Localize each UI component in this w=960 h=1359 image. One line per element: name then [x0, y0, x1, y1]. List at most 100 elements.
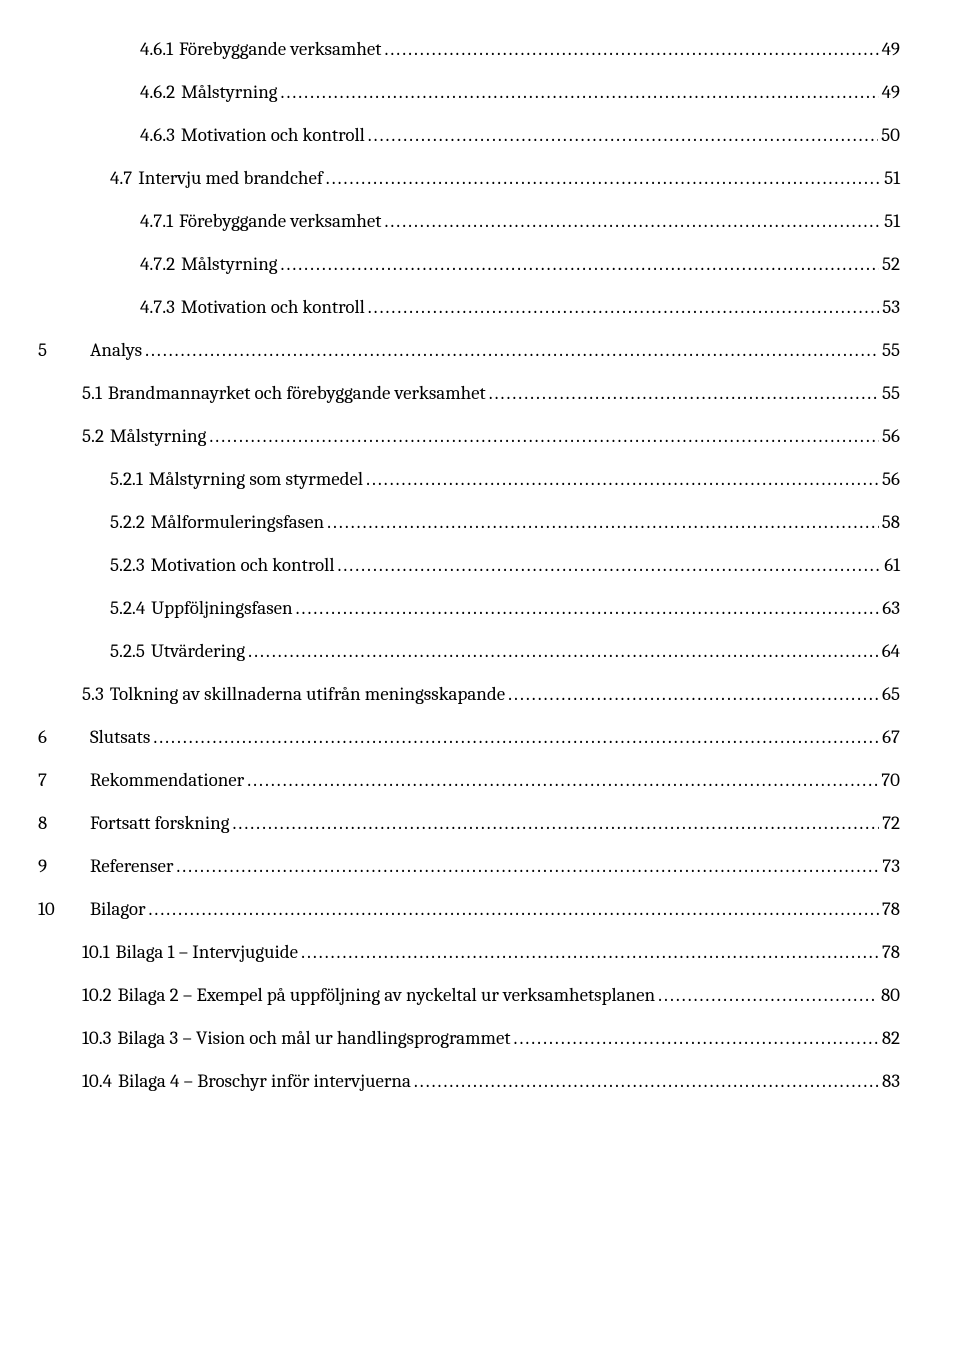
- toc-entry-page: 83: [882, 1072, 900, 1091]
- toc-entry-number: 5: [38, 341, 90, 360]
- toc-entry-page: 70: [881, 771, 900, 790]
- toc-entry-number: 6: [38, 728, 90, 747]
- toc-entry-page: 51: [884, 169, 900, 188]
- toc-leader-dots: [366, 470, 879, 489]
- toc-entry: 10.4Bilaga 4 – Broschyr inför intervjuer…: [30, 1072, 900, 1091]
- toc-entry: 5Analys 55: [30, 341, 900, 360]
- toc-entry-page: 53: [882, 298, 900, 317]
- toc-entry-label: Förebyggande verksamhet: [179, 40, 381, 59]
- toc-entry: 10.1Bilaga 1 – Intervjuguide 78: [30, 943, 900, 962]
- toc-leader-dots: [149, 900, 879, 919]
- toc-entry-number: 4.6.1: [140, 40, 179, 59]
- toc-entry-page: 61: [884, 556, 900, 575]
- toc-leader-dots: [176, 857, 879, 876]
- toc-leader-dots: [658, 986, 878, 1005]
- toc-entry-label: Målformuleringsfasen: [151, 513, 324, 532]
- toc-entry-label: Uppföljningsfasen: [151, 599, 292, 618]
- toc-entry-page: 52: [882, 255, 900, 274]
- toc-entry: 5.1Brandmannayrket och förebyggande verk…: [30, 384, 900, 403]
- toc-entry-number: 7: [38, 771, 90, 790]
- toc-entry: 8Fortsatt forskning72: [30, 814, 900, 833]
- toc-entry-number: 10.3: [82, 1029, 117, 1048]
- toc-entry-label: Bilaga 3 – Vision och mål ur handlingspr…: [117, 1029, 510, 1048]
- toc-entry-page: 65: [882, 685, 900, 704]
- toc-entry-number: 4.7.2: [140, 255, 181, 274]
- toc-entry-label: Brandmannayrket och förebyggande verksam…: [108, 384, 486, 403]
- toc-entry-label: Referenser: [90, 857, 173, 876]
- toc-entry: 4.7.1Förebyggande verksamhet51: [30, 212, 900, 231]
- toc-entry-page: 50: [881, 126, 900, 145]
- toc-entry-number: 5.2.2: [110, 513, 151, 532]
- toc-entry-page: 80: [881, 986, 900, 1005]
- toc-leader-dots: [327, 513, 879, 532]
- toc-leader-dots: [153, 728, 879, 747]
- toc-entry-page: 72: [882, 814, 900, 833]
- toc-leader-dots: [281, 83, 879, 102]
- toc-entry-number: 5.2.4: [110, 599, 151, 618]
- toc-entry-number: 8: [38, 814, 90, 833]
- toc-entry-number: 5.1: [82, 384, 108, 403]
- toc-entry-label: Analys: [90, 341, 142, 360]
- toc-entry-page: 49: [882, 40, 900, 59]
- toc-entry-label: Tolkning av skillnaderna utifrån menings…: [110, 685, 505, 704]
- toc-entry-label: Bilaga 2 – Exempel på uppföljning av nyc…: [118, 986, 656, 1005]
- toc-entry: 4.7.3Motivation och kontroll53: [30, 298, 900, 317]
- toc-entry-page: 51: [884, 212, 900, 231]
- toc-leader-dots: [233, 814, 880, 833]
- toc-entry: 9Referenser 73: [30, 857, 900, 876]
- toc-entry-number: 5.2.1: [110, 470, 149, 489]
- toc-entry: 5.2.1Målstyrning som styrmedel 56: [30, 470, 900, 489]
- toc-entry-label: Bilaga 1 – Intervjuguide: [116, 943, 299, 962]
- toc-leader-dots: [281, 255, 879, 274]
- toc-entry: 5.2Målstyrning56: [30, 427, 900, 446]
- toc-entry-page: 78: [882, 900, 900, 919]
- toc-entry-number: 4.6.3: [140, 126, 181, 145]
- toc-entry-page: 78: [882, 943, 900, 962]
- toc-leader-dots: [326, 169, 881, 188]
- toc-entry: 4.7Intervju med brandchef51: [30, 169, 900, 188]
- toc-entry-page: 55: [882, 341, 900, 360]
- toc-leader-dots: [209, 427, 879, 446]
- page: 4.6.1Förebyggande verksamhet494.6.2Målst…: [0, 0, 960, 1359]
- toc-leader-dots: [384, 212, 881, 231]
- toc-entry: 10Bilagor78: [30, 900, 900, 919]
- toc-entry-label: Utvärdering: [151, 642, 245, 661]
- toc-entry-page: 56: [882, 470, 900, 489]
- toc-leader-dots: [368, 298, 879, 317]
- toc-entry: 4.6.2Målstyrning49: [30, 83, 900, 102]
- toc-leader-dots: [145, 341, 879, 360]
- toc-entry: 6Slutsats67: [30, 728, 900, 747]
- toc-entry: 7Rekommendationer70: [30, 771, 900, 790]
- table-of-contents: 4.6.1Förebyggande verksamhet494.6.2Målst…: [30, 40, 900, 1091]
- toc-entry-label: Motivation och kontroll: [181, 298, 365, 317]
- toc-entry-label: Slutsats: [90, 728, 150, 747]
- toc-entry: 10.2Bilaga 2 – Exempel på uppföljning av…: [30, 986, 900, 1005]
- toc-entry-label: Målstyrning: [110, 427, 206, 446]
- toc-entry-page: 82: [882, 1029, 900, 1048]
- toc-leader-dots: [368, 126, 878, 145]
- toc-leader-dots: [384, 40, 878, 59]
- toc-leader-dots: [247, 771, 878, 790]
- toc-leader-dots: [337, 556, 881, 575]
- toc-leader-dots: [489, 384, 879, 403]
- toc-entry-number: 4.6.2: [140, 83, 181, 102]
- toc-entry: 10.3Bilaga 3 – Vision och mål ur handlin…: [30, 1029, 900, 1048]
- toc-entry: 5.2.2Målformuleringsfasen 58: [30, 513, 900, 532]
- toc-entry: 5.2.4Uppföljningsfasen63: [30, 599, 900, 618]
- toc-leader-dots: [296, 599, 880, 618]
- toc-entry: 5.3Tolkning av skillnaderna utifrån meni…: [30, 685, 900, 704]
- toc-entry-page: 49: [882, 83, 900, 102]
- toc-entry-number: 9: [38, 857, 90, 876]
- toc-entry-number: 5.2.3: [110, 556, 151, 575]
- toc-entry-label: Målstyrning som styrmedel: [149, 470, 363, 489]
- toc-entry-label: Intervju med brandchef: [138, 169, 323, 188]
- toc-entry-number: 10.1: [82, 943, 116, 962]
- toc-leader-dots: [301, 943, 879, 962]
- toc-entry-page: 73: [882, 857, 900, 876]
- toc-entry-label: Målstyrning: [181, 255, 277, 274]
- toc-entry-page: 55: [882, 384, 900, 403]
- toc-entry-page: 58: [882, 513, 900, 532]
- toc-entry-number: 4.7.1: [140, 212, 179, 231]
- toc-entry-number: 10.4: [82, 1072, 118, 1091]
- toc-entry-page: 64: [882, 642, 900, 661]
